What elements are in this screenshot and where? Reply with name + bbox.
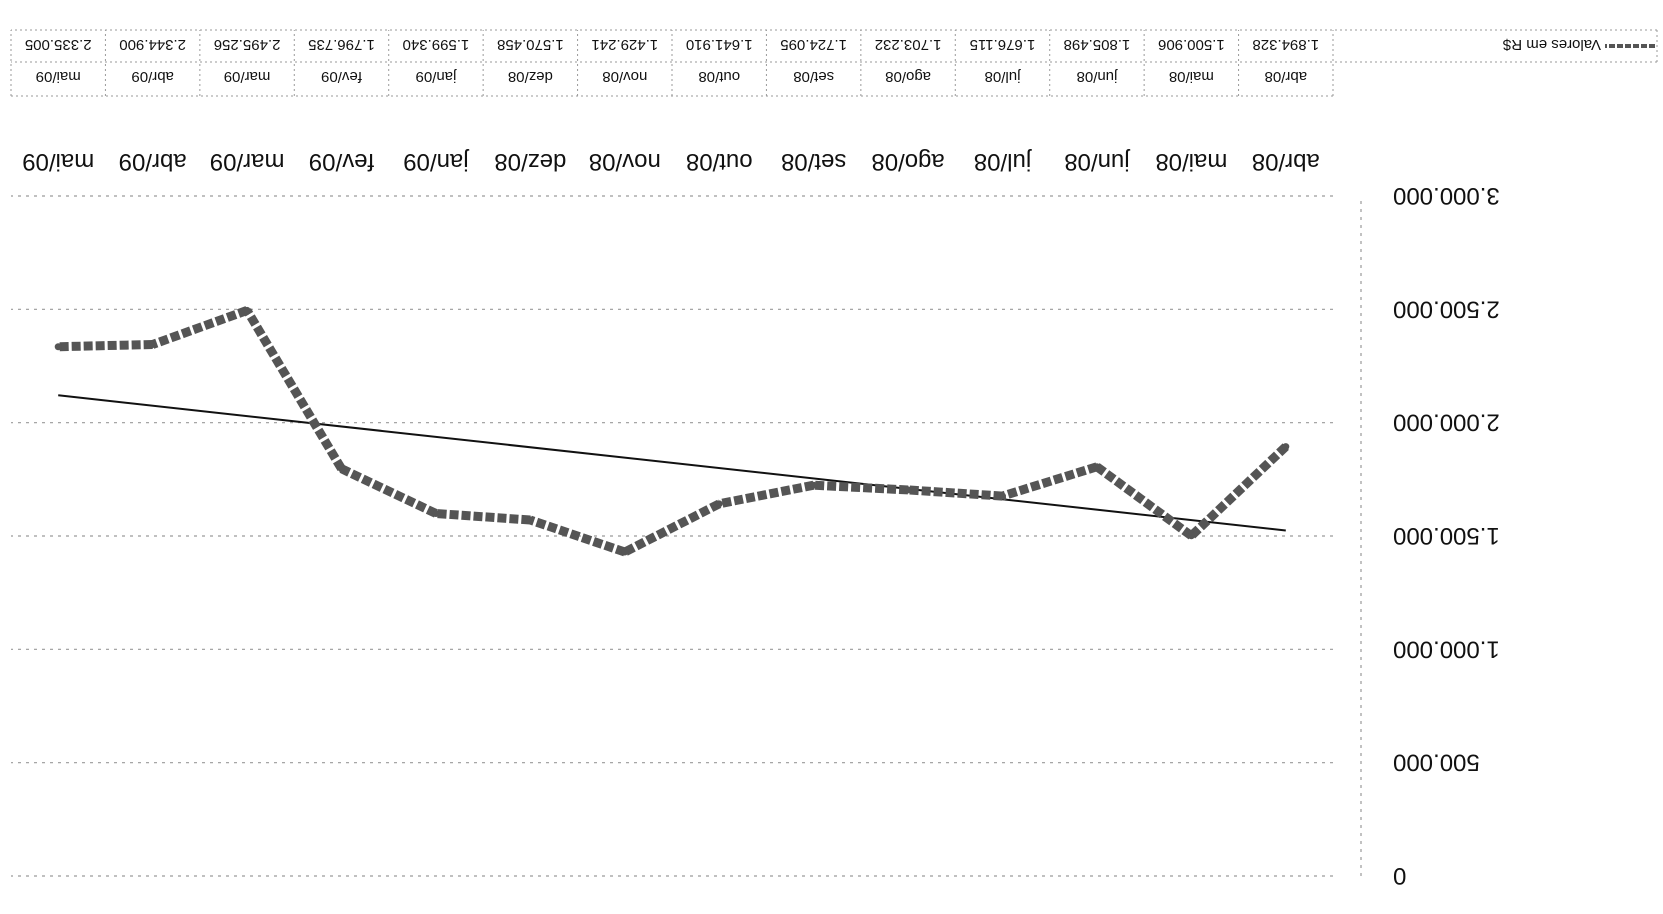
x-tick-label: jun/08 [1064,148,1130,175]
data-point [1282,443,1290,451]
series-segment [58,339,153,352]
table-value-cell: 1.570.458 [497,36,564,53]
table-value-cell: 1.796.735 [308,36,375,53]
trendline [58,394,1286,532]
series-segment [243,308,346,472]
gridlines [11,195,1362,877]
series-segment [1001,462,1099,501]
x-axis-tick-labels: abr/08 mai/08 jun/08 jul/08 ago/08 set/08 out/… [22,148,1320,175]
table-value-cell: 2.335.005 [25,36,92,53]
table-value-cell: 1.641.910 [686,36,753,53]
data-point [1187,532,1195,540]
table-category-cell: ago/08 [885,68,931,85]
table-value-cell: 1.703.232 [875,36,942,53]
data-point [526,516,534,524]
table-category-cell: fev/09 [321,68,362,85]
data-point [54,343,62,351]
series-segment [813,480,909,495]
table-value-cell: 1.599.340 [403,36,470,53]
table-value-cell: 1.429.241 [591,36,658,53]
y-tick-label: 1.000.000 [1393,635,1500,662]
table-category-cell: abr/08 [1265,68,1308,85]
y-tick-label: 0 [1393,862,1406,889]
series-segment [1188,443,1289,540]
x-tick-label: abr/08 [1252,148,1320,175]
table-value-cell: 1.676.115 [970,36,1036,53]
data-point [904,486,912,494]
table-category-cell: mai/08 [1169,68,1214,85]
table-category-cell: out/08 [698,68,740,85]
table-series-name: Valores em R$ [1502,36,1601,53]
x-tick-label: abr/09 [119,148,187,175]
table-category-cell: mar/09 [224,68,271,85]
x-tick-label: ago/08 [871,148,944,175]
table-category-cell: dez/08 [508,68,553,85]
table-value-cell: 2.344.900 [119,36,186,53]
data-point [999,492,1006,500]
x-tick-label: out/08 [686,148,753,175]
table-category-cell: mai/09 [36,68,81,85]
trendline-line [58,394,1286,532]
y-tick-label: 2.000.000 [1393,409,1500,436]
data-point [621,548,629,556]
series-segment [528,515,627,557]
x-tick-label: mai/08 [1155,148,1227,175]
table-value-cell: 1.500.906 [1158,36,1225,53]
series-segment [435,508,531,525]
table-category-cell: jun/08 [1076,68,1118,85]
series-segment [718,480,815,509]
table-category-cell: nov/08 [602,68,647,85]
series-segment [1094,463,1195,540]
data-point [243,306,251,314]
x-tick-label: nov/08 [589,148,661,175]
y-tick-label: 2.500.000 [1393,295,1500,322]
data-point [338,465,345,473]
data-point [715,500,723,508]
x-tick-label: mar/09 [210,148,285,175]
y-tick-label: 1.500.000 [1393,522,1500,549]
x-tick-label: jan/09 [403,148,469,175]
table-value-cell: 2.495.256 [214,36,281,53]
y-tick-label: 500.000 [1393,749,1480,776]
data-point [432,509,440,517]
series-segment [907,485,1003,501]
data-point [1093,463,1101,471]
x-tick-label: mai/09 [22,148,94,175]
table-category-cell: abr/09 [131,68,174,85]
x-tick-label: dez/08 [494,148,566,175]
series-line [54,306,1290,557]
data-point [810,481,818,489]
table-category-cell: set/08 [793,68,834,85]
data-table: abr/08 mai/08 jun/08 jul/08 ago/08 set/08 out/… [10,29,1658,97]
x-tick-label: fev/09 [309,148,374,175]
data-point [149,340,157,348]
series-segment [622,499,722,557]
table-value-cell: 1.894.328 [1252,36,1319,53]
x-tick-label: jul/08 [974,148,1032,175]
table-value-cell: 1.724.095 [780,36,847,53]
y-axis-tick-labels: 0 500.000 1.000.000 1.500.000 2.000.000 2.500… [1393,182,1500,889]
y-tick-label: 3.000.000 [1393,182,1500,209]
series-segment [339,464,438,518]
x-tick-label: set/08 [781,148,846,175]
series-segment [151,306,249,349]
table-value-cell: 1.805.498 [1064,36,1131,53]
table-category-cell: jul/08 [985,68,1022,85]
table-category-cell: jan/09 [415,68,457,85]
